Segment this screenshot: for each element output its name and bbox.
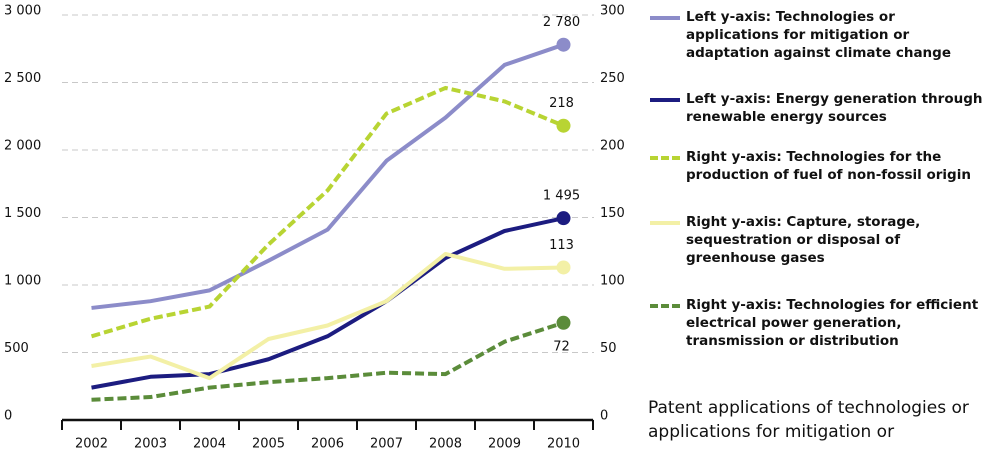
data-label: 113 xyxy=(549,238,574,253)
y2-tick-label: 250 xyxy=(600,71,625,86)
y-tick-label: 2 500 xyxy=(4,71,41,86)
y-tick-label: 500 xyxy=(4,341,29,356)
y2-tick-label: 200 xyxy=(600,139,625,154)
legend-swatch xyxy=(650,98,680,102)
legend-item: Left y-axis: Energy generation through r… xyxy=(650,90,990,126)
legend-item: Right y-axis: Technologies for efficient… xyxy=(650,296,990,350)
x-tick-label: 2004 xyxy=(193,437,226,452)
x-tick-label: 2009 xyxy=(488,437,521,452)
y2-tick-label: 150 xyxy=(600,206,625,221)
legend-label: Right y-axis: Technologies for efficient… xyxy=(686,297,979,349)
legend-label: Right y-axis: Technologies for the produ… xyxy=(686,149,971,183)
series-line xyxy=(91,251,564,381)
y2-tick-label: 300 xyxy=(600,4,625,19)
y-tick-label: 2 000 xyxy=(4,139,41,154)
data-label: 218 xyxy=(549,96,574,111)
x-tick-label: 2008 xyxy=(429,437,462,452)
legend-label: Left y-axis: Energy generation through r… xyxy=(686,91,983,125)
y2-tick-label: 100 xyxy=(600,274,625,289)
end-marker xyxy=(556,260,571,275)
y-tick-label: 3 000 xyxy=(4,4,41,19)
data-label: 2 780 xyxy=(543,15,580,30)
x-tick-label: 2003 xyxy=(134,437,167,452)
y-tick-label: 1 000 xyxy=(4,274,41,289)
y-tick-label: 1 500 xyxy=(4,206,41,221)
legend-swatch xyxy=(650,156,680,160)
data-label: 72 xyxy=(553,339,570,354)
legend-item: Right y-axis: Technologies for the produ… xyxy=(650,148,990,184)
data-label: 1 495 xyxy=(543,189,580,204)
legend-label: Right y-axis: Capture, storage, sequestr… xyxy=(686,214,921,266)
end-marker xyxy=(556,315,571,330)
legend-item: Right y-axis: Capture, storage, sequestr… xyxy=(650,213,990,267)
x-tick-label: 2002 xyxy=(75,437,108,452)
caption: Patent applications of technologies or a… xyxy=(648,398,969,442)
series-line xyxy=(91,320,565,402)
end-marker xyxy=(556,211,571,226)
legend-swatch xyxy=(650,16,680,20)
x-tick-label: 2005 xyxy=(252,437,285,452)
legend-swatch xyxy=(650,221,680,225)
end-marker xyxy=(556,118,571,133)
end-marker xyxy=(556,37,571,52)
y2-tick-label: 50 xyxy=(600,341,617,356)
series-line xyxy=(91,42,565,310)
x-tick-label: 2006 xyxy=(311,437,344,452)
x-tick-label: 2010 xyxy=(547,437,580,452)
y-tick-label: 0 xyxy=(4,409,12,424)
series-line xyxy=(90,85,565,339)
x-tick-label: 2007 xyxy=(370,437,403,452)
legend-item: Left y-axis: Technologies or application… xyxy=(650,8,990,62)
legend-swatch xyxy=(650,304,680,308)
chart: 0 500 1 000 1 500 2 000 2 500 3 000 0 50 100 150 20… xyxy=(4,4,625,452)
series-line xyxy=(91,216,564,390)
y2-tick-label: 0 xyxy=(600,409,608,424)
legend-label: Left y-axis: Technologies or application… xyxy=(686,9,951,61)
